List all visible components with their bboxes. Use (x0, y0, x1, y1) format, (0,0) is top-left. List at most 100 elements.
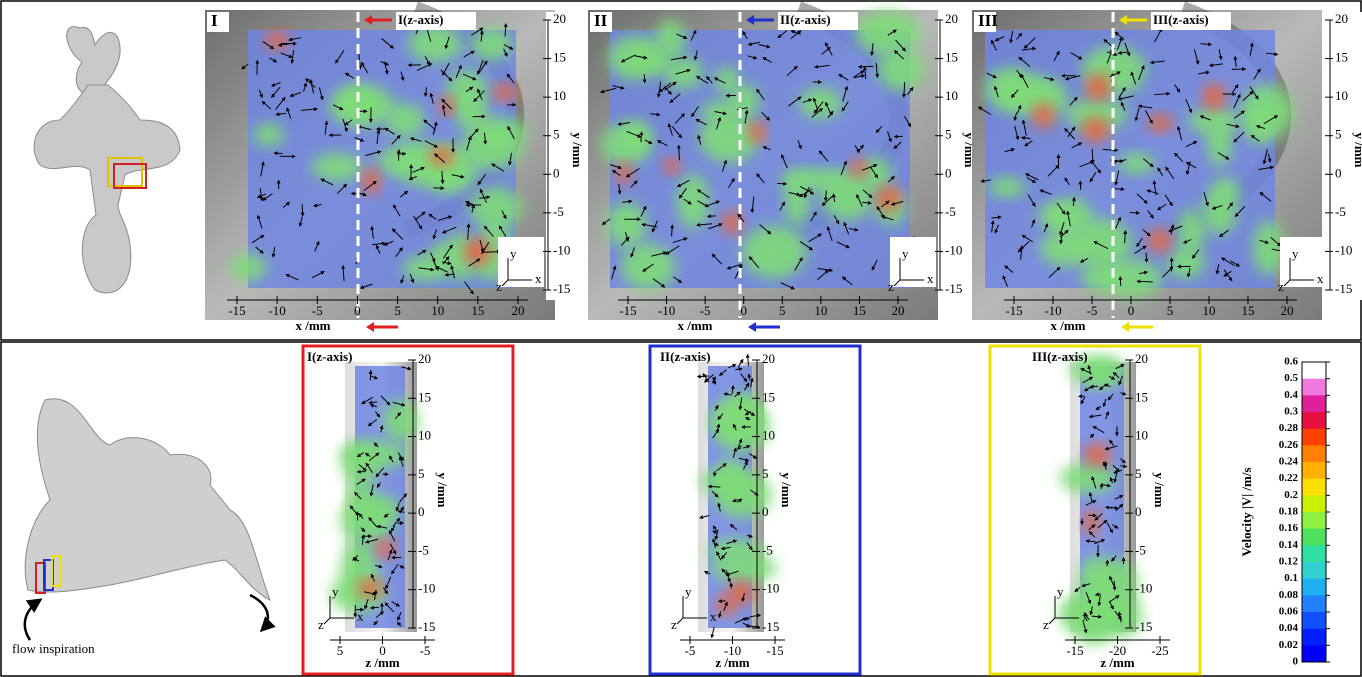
velocity-vector (738, 397, 743, 411)
velocity-vector (797, 140, 802, 150)
y-tick-label: -5 (762, 542, 773, 557)
velocity-vector (1043, 76, 1055, 82)
colorbar-tick-label: 0.5 (1284, 372, 1298, 384)
velocity-blob (621, 243, 676, 290)
velocity-vector (693, 50, 698, 61)
velocity-vector (732, 498, 738, 503)
triad-label: z (671, 617, 677, 632)
velocity-vector (365, 462, 373, 474)
x-tick-label: 5 (779, 303, 786, 318)
velocity-blob (1188, 107, 1239, 135)
velocity-vector (887, 175, 895, 183)
velocity-vector (780, 153, 788, 169)
y-tick-label: 15 (553, 50, 566, 65)
velocity-vector (810, 211, 817, 222)
velocity-vector (396, 621, 402, 627)
velocity-vector (712, 525, 718, 532)
velocity-vector (1259, 191, 1272, 202)
velocity-vector (1064, 75, 1081, 81)
velocity-blob (676, 173, 710, 229)
velocity-vector (1039, 189, 1052, 195)
y-tick-label: 15 (1135, 389, 1148, 404)
velocity-vector (841, 276, 853, 286)
y-tick-label: -5 (553, 204, 564, 219)
velocity-vector (707, 484, 721, 489)
velocity-vector (462, 73, 477, 81)
velocity-vector (465, 86, 474, 93)
velocity-vector (384, 602, 395, 613)
y-tick-label: 5 (1135, 466, 1142, 481)
velocity-vector (1089, 172, 1097, 183)
velocity-vector (1115, 503, 1124, 512)
velocity-vector (392, 401, 406, 407)
x-axis-label: x /mm (295, 318, 330, 333)
velocity-vector (1120, 391, 1127, 396)
velocity-vector (1083, 384, 1095, 392)
velocity-vector (1116, 36, 1123, 51)
velocity-vector (790, 30, 802, 40)
x-tick-label: 5 (337, 643, 344, 658)
velocity-vector (625, 168, 640, 178)
velocity-blob (362, 495, 400, 524)
velocity-vector (691, 106, 699, 118)
velocity-vector (271, 86, 281, 98)
velocity-vector (1142, 229, 1151, 237)
velocity-vector (1146, 189, 1159, 195)
velocity-vector (994, 35, 1005, 42)
velocity-vector (743, 408, 756, 416)
colorbar-tick-label: 0.28 (1279, 422, 1299, 434)
velocity-vector (656, 140, 668, 147)
velocity-vector (617, 121, 631, 126)
velocity-vector (1112, 580, 1117, 591)
velocity-vector (902, 82, 906, 99)
plane-arrow-head (1119, 15, 1127, 25)
x-tick-label: 0 (740, 303, 747, 318)
colorbar-tick-label: 0.3 (1284, 406, 1298, 418)
colorbar-tick-label: 0.18 (1279, 506, 1299, 518)
velocity-vector (1156, 203, 1167, 211)
x-tick-label: -10 (1044, 303, 1061, 318)
x-tick-label: 0 (379, 643, 386, 658)
velocity-vector (463, 50, 475, 58)
velocity-vector (712, 538, 716, 549)
velocity-blob (1071, 589, 1118, 645)
velocity-vector (1182, 238, 1192, 244)
y-tick-label: -5 (418, 542, 429, 557)
plane-arrow-head (748, 322, 756, 332)
velocity-vector (256, 214, 263, 229)
velocity-vector (1114, 495, 1124, 500)
velocity-vector (1089, 606, 1094, 616)
velocity-vector (742, 30, 748, 40)
velocity-vector (881, 200, 890, 208)
velocity-vector (262, 41, 275, 50)
x-tick-label: 5 (394, 303, 401, 318)
velocity-vector (856, 193, 863, 207)
velocity-vector (503, 48, 508, 58)
velocity-vector (713, 77, 726, 84)
velocity-vector (1010, 89, 1019, 99)
velocity-vector (1144, 109, 1153, 124)
panel-frame (988, 344, 1202, 676)
velocity-vector (399, 493, 408, 503)
velocity-vector (1259, 239, 1270, 244)
velocity-vector (1019, 245, 1024, 260)
velocity-vector (617, 183, 622, 195)
velocity-vector (466, 135, 472, 151)
velocity-vector (1024, 140, 1033, 147)
velocity-peak (1083, 508, 1100, 536)
velocity-vector (392, 517, 401, 527)
velocity-vector (862, 66, 867, 79)
x-axis-label: x /mm (677, 318, 712, 333)
velocity-vector (1266, 52, 1279, 57)
colorbar-segment (1302, 528, 1326, 546)
velocity-vector (280, 52, 293, 59)
plane-label: I(z-axis) (398, 12, 444, 27)
velocity-vector (750, 196, 755, 214)
velocity-vector (1067, 126, 1076, 138)
colorbar-tick-label: 0.02 (1279, 639, 1299, 651)
velocity-blob (1246, 105, 1271, 143)
velocity-peak (727, 580, 754, 606)
velocity-vector (1064, 177, 1070, 186)
velocity-vector (395, 502, 400, 512)
velocity-vector (756, 173, 765, 184)
